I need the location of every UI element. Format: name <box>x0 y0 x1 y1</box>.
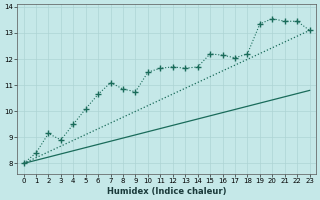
X-axis label: Humidex (Indice chaleur): Humidex (Indice chaleur) <box>107 187 226 196</box>
